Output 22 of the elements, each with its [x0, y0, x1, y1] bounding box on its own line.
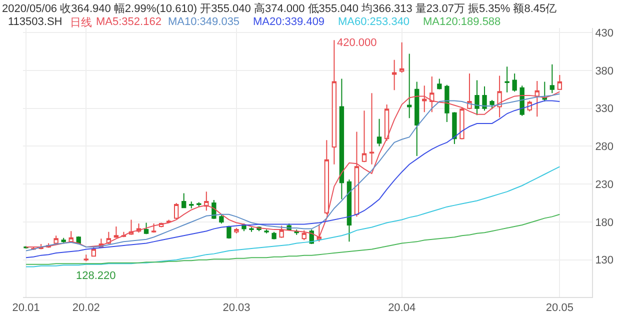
text: MA20:339.409	[253, 16, 325, 28]
y-tick-label: 430	[595, 27, 614, 40]
y-tick-label: 130	[595, 254, 614, 267]
annotation: 128.220	[76, 270, 116, 282]
text: MA5:352.162	[96, 16, 162, 28]
text: MA60:253.340	[338, 16, 410, 28]
text: MA10:349.035	[168, 16, 240, 28]
x-tick-label: 20.04	[388, 302, 416, 314]
x-tick-label: 20.02	[72, 302, 100, 314]
x-tick-label: 20.05	[546, 302, 574, 314]
x-tick-label: 20.01	[12, 302, 40, 314]
text: MA120:189.588	[423, 16, 501, 28]
annotation: 日线	[70, 16, 92, 29]
y-tick-label: 180	[595, 216, 614, 229]
y-tick-label: 330	[595, 103, 614, 116]
y-tick-label: 280	[595, 141, 614, 154]
annotation: 420.000	[337, 37, 377, 49]
x-tick-label: 20.03	[222, 302, 250, 314]
chart-title: 2020/05/06 收364.940 幅2.99%(10.610) 开355.040 高374.000 低355.040 均366.313 量23.07万 振5.35% 额8.45亿	[2, 2, 557, 15]
y-tick-label: 230	[595, 178, 614, 191]
y-tick-label: 380	[595, 65, 614, 78]
text: 113503.SH	[8, 16, 62, 28]
